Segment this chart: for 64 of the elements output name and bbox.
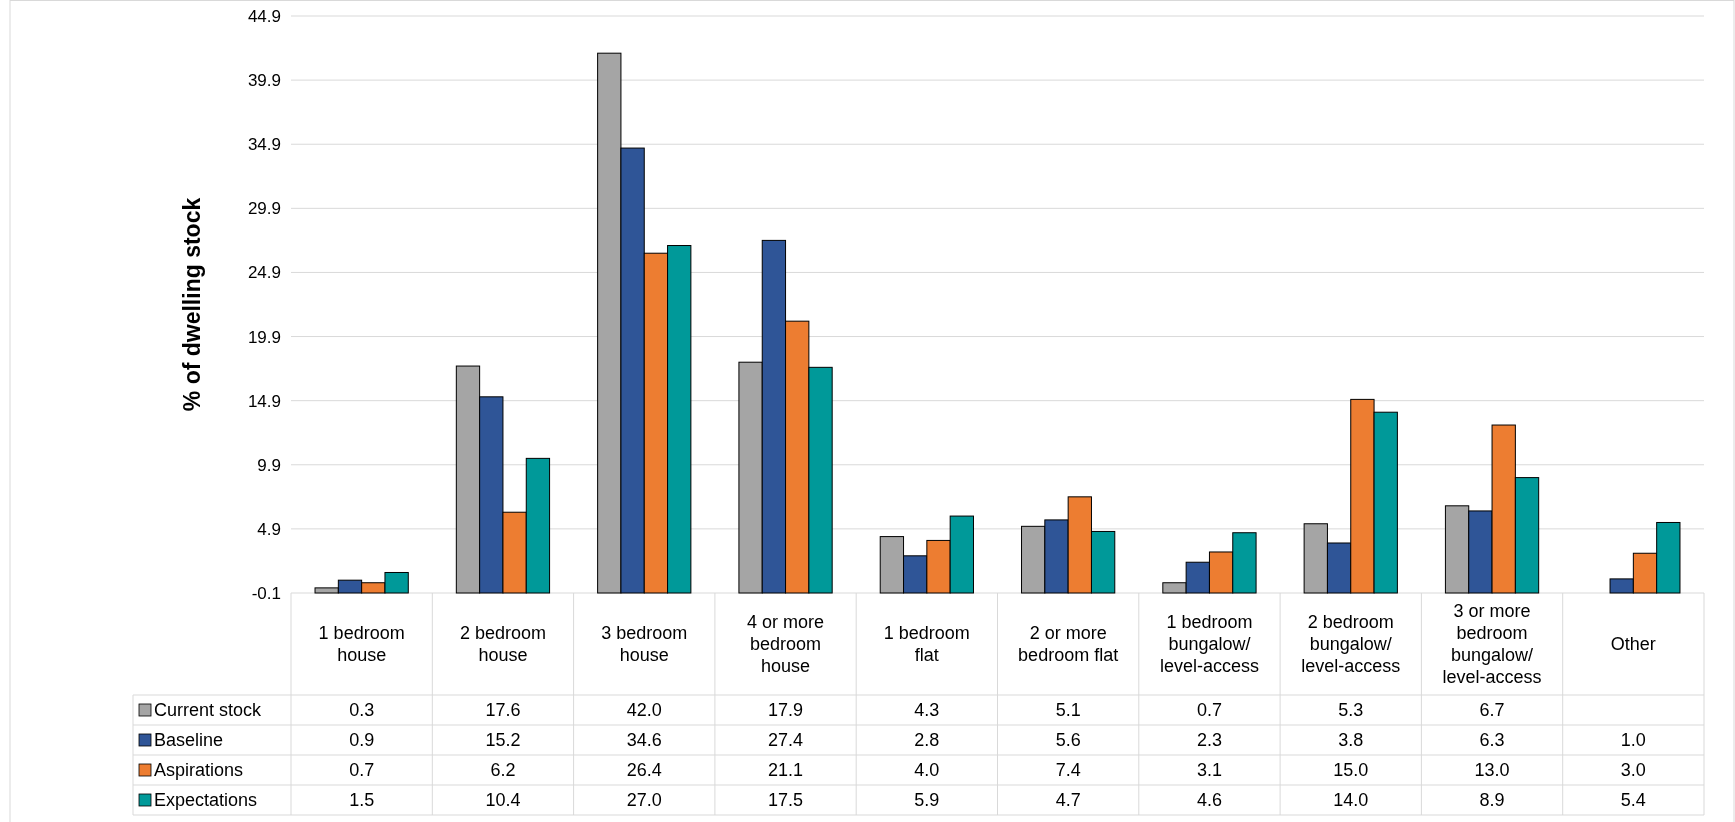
x-tick-label: 4 or more bedroom house xyxy=(747,612,825,677)
x-tick-label: 1 bedroom flat xyxy=(883,623,970,666)
legend-label: Expectations xyxy=(154,790,258,811)
data-label: 0.7 xyxy=(349,760,375,781)
x-tick-label: 3 bedroom house xyxy=(601,623,688,666)
data-label: 0.7 xyxy=(1196,700,1222,721)
data-label: 6.7 xyxy=(1479,700,1505,721)
y-tick-label: 29.9 xyxy=(247,199,281,219)
y-tick-label: 19.9 xyxy=(247,327,281,347)
data-label: 5.9 xyxy=(914,790,940,811)
data-label: 1.0 xyxy=(1620,730,1646,751)
data-label: 34.6 xyxy=(626,730,662,751)
y-tick-label: 9.9 xyxy=(257,455,281,475)
data-label: 3.0 xyxy=(1620,760,1646,781)
data-label: 5.1 xyxy=(1055,700,1081,721)
x-tick-label: 2 or more bedroom flat xyxy=(1018,623,1119,666)
x-tick-label: 1 bedroom bungalow/ level-access xyxy=(1159,612,1259,677)
data-label: 4.0 xyxy=(914,760,940,781)
y-tick-label: 44.9 xyxy=(247,6,281,26)
x-tick-label: 2 bedroom bungalow/ level-access xyxy=(1301,612,1401,677)
data-label: 27.0 xyxy=(626,790,662,811)
data-label: 17.6 xyxy=(485,700,521,721)
data-label: 13.0 xyxy=(1474,760,1510,781)
y-tick-label: 34.9 xyxy=(247,135,281,155)
data-label: 1.5 xyxy=(349,790,375,811)
y-tick-label: 24.9 xyxy=(247,263,281,283)
data-label: 3.1 xyxy=(1196,760,1222,781)
data-label: 26.4 xyxy=(626,760,662,781)
y-tick-label: -0.1 xyxy=(251,583,281,603)
data-label: 5.6 xyxy=(1055,730,1081,751)
legend-label: Current stock xyxy=(154,700,263,721)
data-label: 27.4 xyxy=(768,730,804,751)
data-label: 10.4 xyxy=(485,790,521,811)
x-tick-label: 3 or more bedroom bungalow/ level-access xyxy=(1442,601,1542,688)
legend-label: Baseline xyxy=(154,730,224,751)
data-label: 4.3 xyxy=(914,700,940,721)
data-label: 0.3 xyxy=(349,700,375,721)
data-label: 0.9 xyxy=(349,730,375,751)
data-label: 8.9 xyxy=(1479,790,1505,811)
data-label: 17.9 xyxy=(768,700,804,721)
data-label: 42.0 xyxy=(626,700,662,721)
data-label: 6.3 xyxy=(1479,730,1505,751)
x-tick-label: 2 bedroom house xyxy=(459,623,546,666)
data-label: 14.0 xyxy=(1333,790,1369,811)
data-label: 5.3 xyxy=(1338,700,1364,721)
y-axis-title: % of dwelling stock xyxy=(179,197,205,412)
data-label: 7.4 xyxy=(1055,760,1081,781)
y-tick-label: 14.9 xyxy=(247,391,281,411)
y-tick-label: 4.9 xyxy=(257,519,281,539)
data-label: 4.6 xyxy=(1196,790,1222,811)
data-label: 21.1 xyxy=(768,760,804,781)
data-label: 3.8 xyxy=(1338,730,1364,751)
data-label: 2.3 xyxy=(1196,730,1222,751)
data-label: 15.2 xyxy=(485,730,521,751)
legend-label: Aspirations xyxy=(154,760,244,781)
data-label: 15.0 xyxy=(1333,760,1369,781)
data-label: 17.5 xyxy=(768,790,804,811)
x-tick-label: Other xyxy=(1610,634,1656,655)
data-label: 4.7 xyxy=(1055,790,1081,811)
x-tick-label: 1 bedroom house xyxy=(318,623,405,666)
data-label: 6.2 xyxy=(490,760,516,781)
y-tick-label: 39.9 xyxy=(247,71,281,91)
data-label: 5.4 xyxy=(1620,790,1646,811)
data-label: 2.8 xyxy=(914,730,940,751)
